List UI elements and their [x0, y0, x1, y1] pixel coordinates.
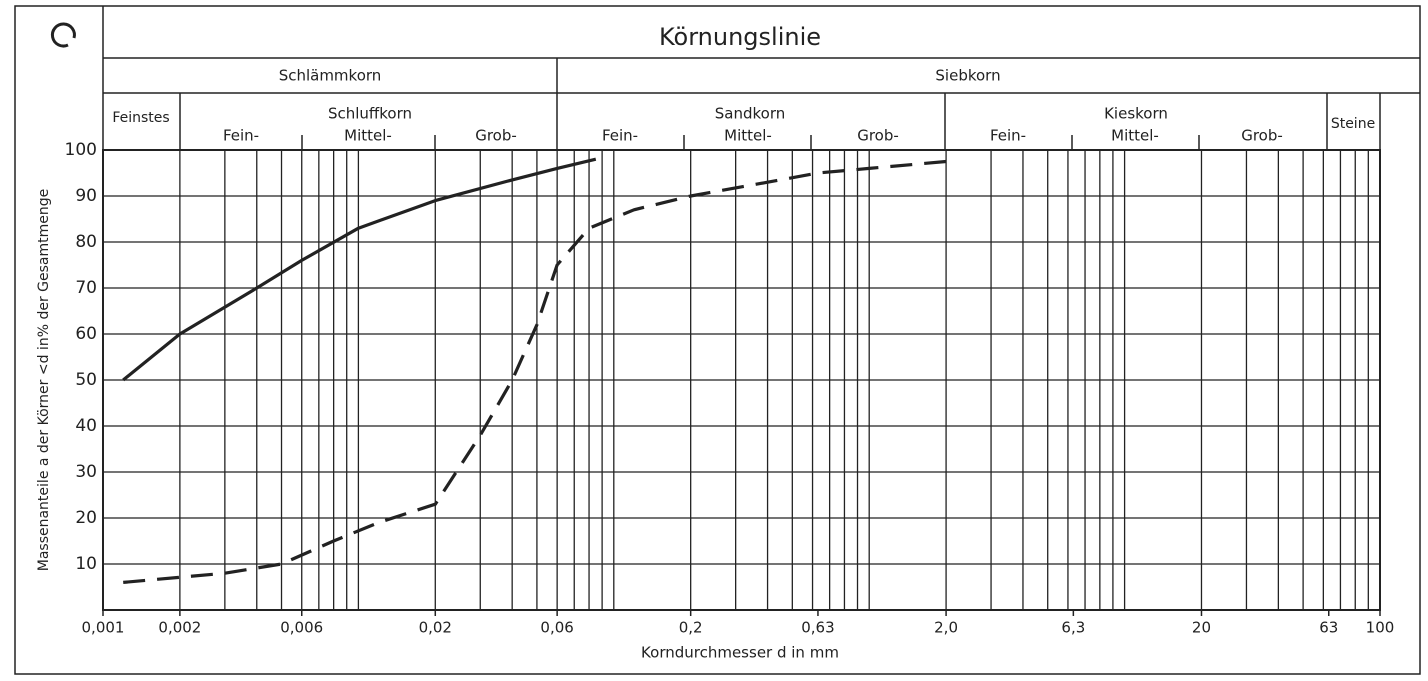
y-tick-label: 70	[75, 278, 97, 298]
x-tick-label: 0,02	[419, 619, 452, 637]
subclass-label: Mittel-	[1111, 127, 1159, 145]
y-tick-label: 100	[65, 140, 97, 160]
y-tick-label: 90	[75, 186, 97, 206]
y-tick-label: 30	[75, 462, 97, 482]
subclass-label: Fein-	[602, 127, 638, 145]
x-tick-label: 2,0	[934, 619, 958, 637]
y-tick-label: 80	[75, 232, 97, 252]
x-tick-label: 0,63	[801, 619, 834, 637]
frame	[14, 5, 1421, 675]
x-tick-label: 0,2	[679, 619, 703, 637]
y-tick-label: 20	[75, 508, 97, 528]
x-axis-label: Korndurchmesser d in mm	[641, 644, 839, 662]
x-tick-label: 0,006	[280, 619, 323, 637]
class-label: Feinstes	[112, 110, 169, 126]
x-tick-label: 6,3	[1061, 619, 1085, 637]
x-tick-label: 0,002	[158, 619, 201, 637]
subclass-label: Grob-	[1241, 127, 1283, 145]
y-axis-label: Massenanteile a der Körner <d in% der Ge…	[36, 189, 52, 572]
plot-border	[102, 149, 1381, 611]
x-tick-label: 20	[1192, 619, 1211, 637]
group-label: Schlämmkorn	[279, 67, 382, 85]
subclass-label: Grob-	[857, 127, 899, 145]
class-label: Kieskorn	[1104, 105, 1168, 123]
class-label: Steine	[1331, 116, 1375, 132]
y-tick-label: 40	[75, 416, 97, 436]
class-label: Sandkorn	[715, 105, 785, 123]
y-tick-label: 50	[75, 370, 97, 390]
group-label: Siebkorn	[935, 67, 1000, 85]
icon	[50, 22, 76, 48]
y-tick-label: 60	[75, 324, 97, 344]
x-tick-label: 0,001	[82, 619, 125, 637]
y-tick-label: 10	[75, 554, 97, 574]
subclass-label: Mittel-	[724, 127, 772, 145]
class-label: Schluffkorn	[328, 105, 412, 123]
data-line	[122, 157, 597, 382]
subclass-label: Grob-	[475, 127, 517, 145]
data-line	[123, 159, 947, 584]
x-tick-label: 100	[1366, 619, 1395, 637]
subclass-label: Fein-	[990, 127, 1026, 145]
subclass-label: Mittel-	[344, 127, 392, 145]
x-tick-label: 63	[1319, 619, 1338, 637]
header-title: Körnungslinie	[659, 23, 821, 51]
x-tick-label: 0,06	[540, 619, 573, 637]
subclass-label: Fein-	[223, 127, 259, 145]
